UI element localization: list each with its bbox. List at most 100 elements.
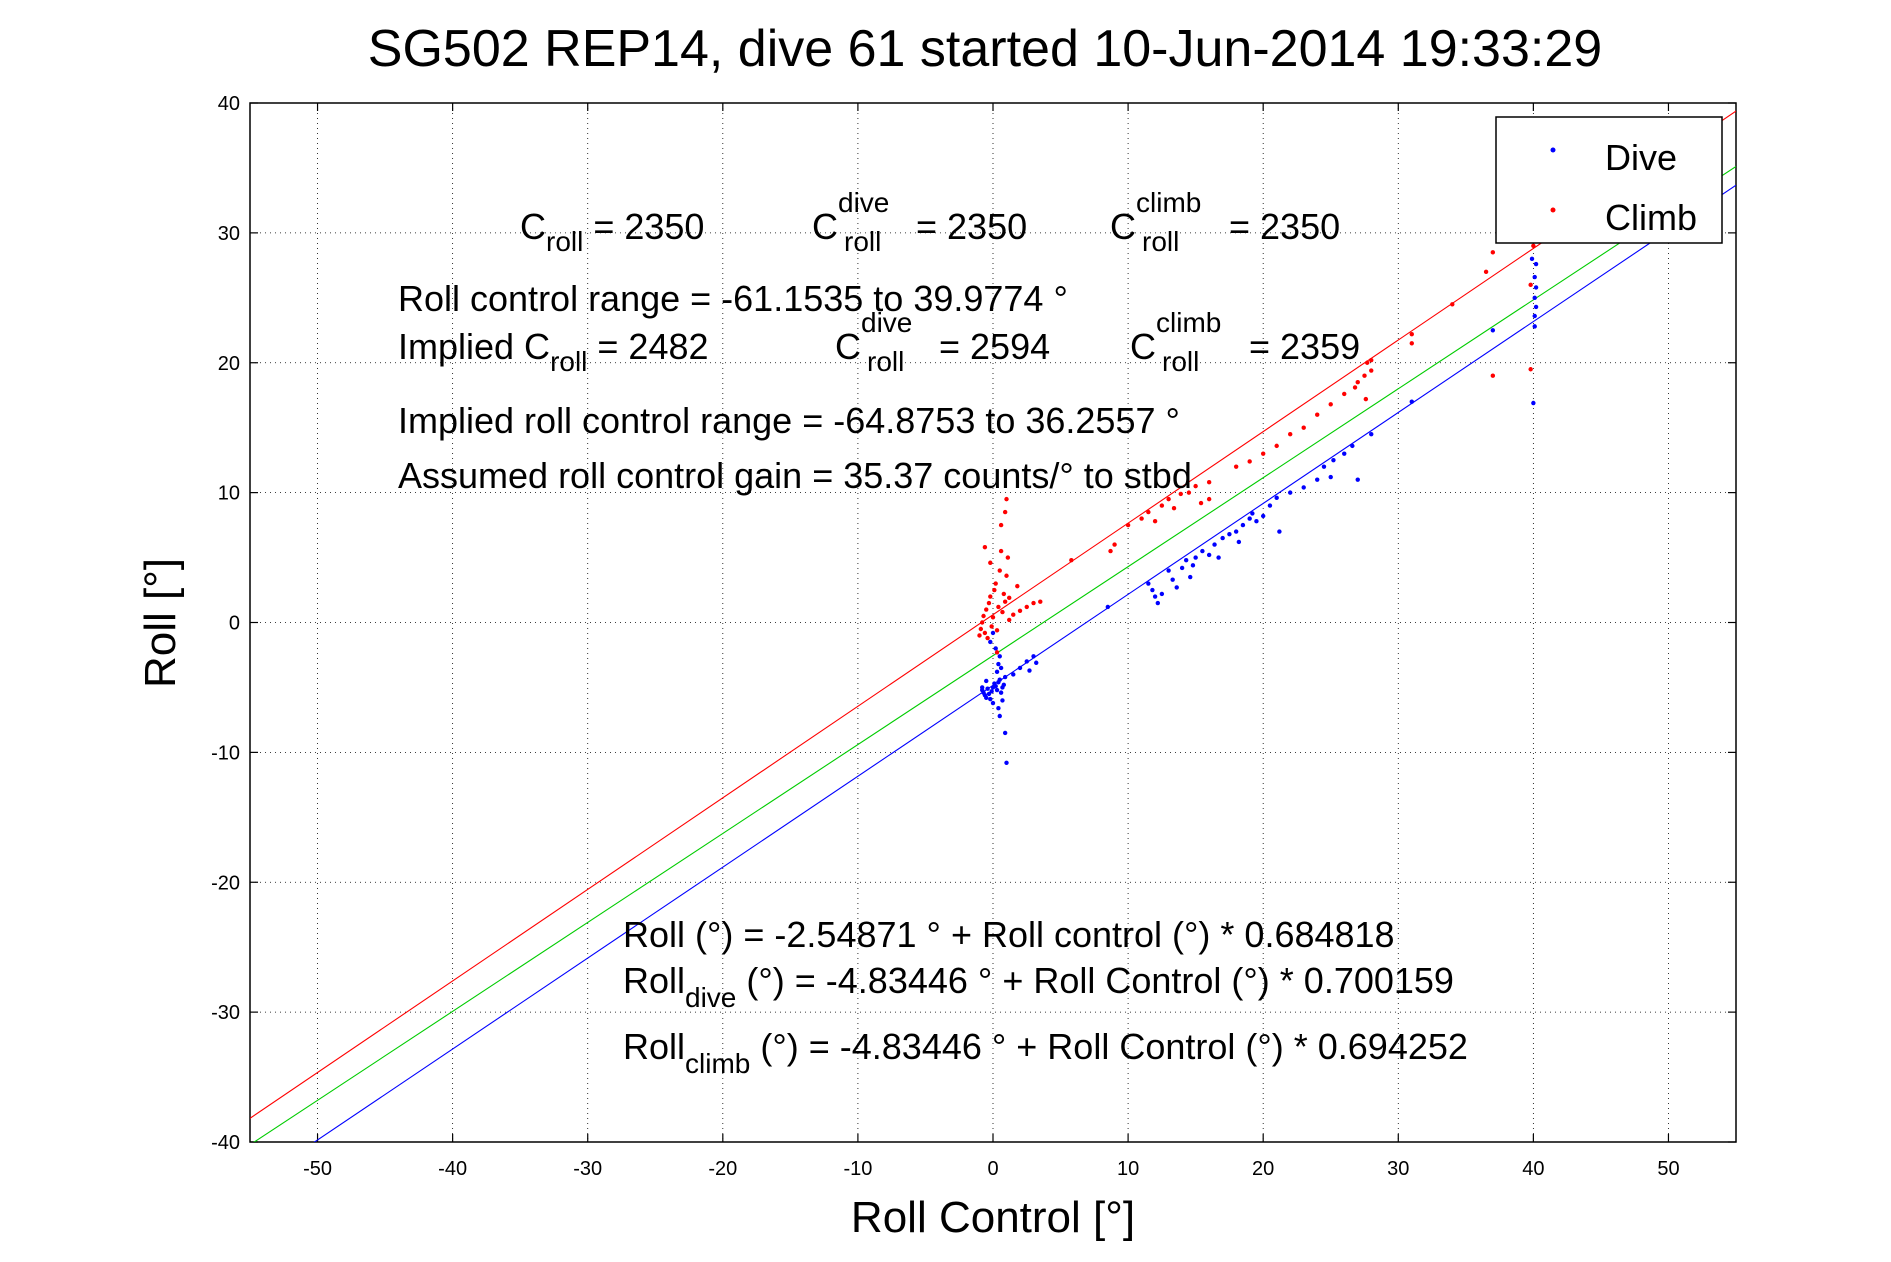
point-dive — [1190, 563, 1196, 568]
point-dive — [1220, 535, 1225, 541]
point-climb — [989, 624, 994, 629]
point-climb — [1004, 496, 1009, 502]
point-climb — [1159, 503, 1165, 508]
point-dive — [1267, 503, 1273, 508]
x-tick-label: -20 — [708, 1158, 737, 1180]
point-dive — [1152, 594, 1158, 599]
point-dive — [1027, 668, 1032, 673]
annotation-equation-overall: Roll (°) = -2.54871 ° + Roll control (°)… — [623, 914, 1395, 955]
point-dive — [988, 639, 993, 645]
x-tick-label: 20 — [1252, 1158, 1274, 1180]
point-climb — [1369, 368, 1374, 373]
point-dive — [984, 695, 989, 701]
point-dive — [1031, 654, 1036, 659]
point-climb — [1178, 491, 1183, 497]
point-climb — [1004, 573, 1009, 578]
annotation-equation-dive: Rolldive (°) = -4.83446 ° + Roll Control… — [623, 960, 1454, 1013]
point-climb — [1017, 608, 1023, 614]
point-dive — [989, 689, 994, 694]
point-dive — [1342, 451, 1347, 456]
point-climb — [1352, 385, 1358, 390]
point-dive — [998, 665, 1004, 671]
point-dive — [1240, 522, 1246, 528]
point-climb — [1328, 402, 1333, 407]
data-points — [977, 185, 1539, 765]
annotation-range: Roll control range = -61.1535 to 39.9774… — [398, 278, 1068, 319]
fit-line — [253, 165, 1736, 1142]
point-climb — [1152, 518, 1158, 524]
point-climb — [1112, 542, 1117, 547]
point-climb — [1363, 396, 1369, 402]
annotation-implied-cdive: Cdive roll = 2594 — [835, 307, 1050, 377]
y-tick-label: 20 — [218, 353, 240, 375]
point-climb — [1002, 509, 1008, 515]
legend-marker-climb — [1550, 207, 1556, 213]
point-dive — [1024, 659, 1029, 664]
point-climb — [1531, 243, 1536, 249]
point-climb — [1355, 380, 1360, 385]
point-climb — [1409, 341, 1414, 346]
point-climb — [997, 568, 1002, 573]
point-climb — [994, 650, 1000, 655]
point-climb — [985, 635, 990, 641]
point-climb — [982, 544, 988, 550]
annotation-cdive: Cdive roll = 2350 — [812, 187, 1027, 257]
point-climb — [1198, 500, 1204, 506]
point-dive — [1188, 574, 1193, 580]
annotation-implied-range: Implied roll control range = -64.8753 to… — [398, 400, 1180, 441]
point-dive — [1017, 665, 1023, 671]
legend-box — [1495, 116, 1723, 244]
point-dive — [1227, 531, 1232, 537]
point-climb — [1069, 557, 1074, 563]
point-climb — [1193, 483, 1198, 489]
point-climb — [1000, 609, 1005, 615]
point-dive — [1409, 399, 1414, 404]
point-dive — [1179, 565, 1185, 571]
point-dive — [994, 687, 1000, 693]
point-climb — [1301, 425, 1306, 430]
point-dive — [1002, 730, 1008, 736]
annotation-implied-croll: Implied Croll = 2482 — [398, 326, 709, 377]
point-dive — [996, 706, 1001, 711]
legend: Dive Climb — [1495, 116, 1723, 244]
point-climb — [1186, 490, 1192, 495]
legend-label-dive: Dive — [1605, 137, 1677, 178]
point-dive — [1146, 581, 1151, 586]
point-dive — [1200, 548, 1205, 554]
point-dive — [1301, 485, 1306, 490]
point-dive — [1328, 474, 1333, 480]
point-climb — [1260, 451, 1266, 456]
point-dive — [993, 683, 998, 689]
grid-lines — [250, 102, 1736, 1143]
point-dive — [1288, 490, 1293, 495]
point-climb — [978, 626, 984, 632]
point-dive — [1355, 477, 1360, 482]
point-climb — [1450, 302, 1455, 307]
point-climb — [1031, 600, 1036, 606]
point-dive — [1004, 760, 1009, 765]
x-tick-label: -40 — [438, 1158, 467, 1180]
point-climb — [988, 560, 993, 565]
point-climb — [1005, 555, 1011, 560]
point-climb — [1002, 599, 1008, 604]
x-axis-ticks: -50 -40 -30 -20 -10 0 10 20 30 40 50 — [303, 103, 1680, 1180]
point-dive — [1321, 464, 1327, 469]
point-climb — [1001, 591, 1007, 597]
point-dive — [1529, 256, 1535, 262]
point-climb — [1171, 506, 1177, 511]
point-dive — [993, 646, 998, 651]
point-dive — [990, 630, 996, 636]
annotation-equation-climb: Rollclimb (°) = -4.83446 ° + Roll Contro… — [623, 1026, 1468, 1079]
point-climb — [998, 522, 1004, 528]
annotations: Croll = 2350 Cdive roll = 2350 Cclimb roll… — [398, 187, 1468, 1079]
annotation-croll: Croll = 2350 — [520, 206, 704, 257]
y-tick-label: -30 — [211, 1002, 240, 1024]
y-tick-label: -40 — [211, 1132, 240, 1154]
point-dive — [997, 677, 1002, 682]
point-dive — [1206, 552, 1212, 558]
point-dive — [1193, 555, 1198, 560]
point-dive — [985, 686, 990, 691]
y-axis-ticks: -40 -30 -20 -10 0 10 20 30 40 — [211, 93, 1736, 1154]
x-tick-label: 10 — [1117, 1158, 1139, 1180]
